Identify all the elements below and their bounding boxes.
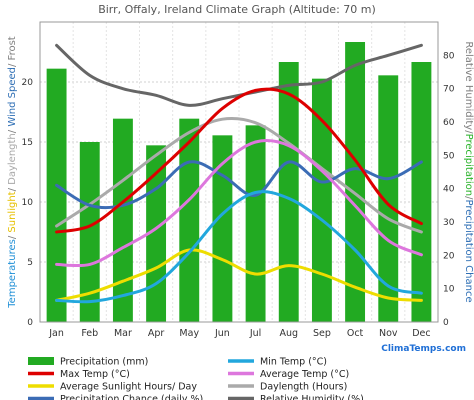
precipitation-bar (278, 62, 299, 322)
right-tick-label: 80 (443, 51, 455, 61)
precipitation-bar (311, 78, 332, 323)
legend-label: Average Sunlight Hours/ Day (60, 382, 197, 393)
chart-title: Birr, Offaly, Ireland Climate Graph (Alt… (98, 3, 376, 16)
left-axis-ticks: 0 5 10 15 20 (22, 78, 34, 328)
axis-label-part: Frost (7, 36, 18, 60)
watermark: ClimaTemps.com (381, 344, 466, 354)
axis-label-part: Wind Speed (7, 67, 18, 127)
x-tick-label: May (179, 328, 199, 339)
axis-label-part: Precipitation Chance (463, 200, 474, 303)
axis-label-part: / (7, 127, 18, 134)
x-tick-label: Jun (214, 328, 230, 339)
right-tick-label: 60 (443, 118, 455, 128)
precipitation-bar (411, 62, 432, 322)
precipitation-bar (245, 125, 266, 322)
legend-label: Precipitation Chance (daily %) (60, 394, 203, 400)
axis-label-part: / (7, 60, 18, 67)
series-line-max-temp-c (55, 87, 423, 234)
plot-frame (39, 21, 439, 323)
series-line-daylength-hours (55, 117, 423, 234)
legend-label: Daylength (Hours) (260, 382, 347, 393)
x-tick-label: Jan (48, 328, 64, 339)
series-line-min-temp-c (55, 190, 423, 304)
legend-label: Max Temp (°C) (60, 369, 130, 380)
precipitation-bar (179, 118, 200, 323)
legend-swatch-box (28, 357, 54, 365)
x-tick-label: Sep (313, 328, 331, 339)
x-axis-ticks: Jan Feb Mar Apr May Jun Jul Aug Sep Oct Nov Dec (48, 328, 430, 339)
right-tick-label: 50 (443, 151, 455, 161)
axis-label-part: / (463, 196, 474, 200)
x-tick-label: Aug (279, 328, 298, 339)
precipitation-bar (112, 118, 133, 323)
axis-label-part: Daylength (7, 133, 18, 185)
x-tick-label: Jul (249, 328, 261, 339)
left-axis-label: Temperatures/ Sunlight/ Daylength/ Wind … (7, 36, 18, 309)
legend-label: Min Temp (°C) (260, 357, 327, 368)
x-tick-label: Apr (148, 328, 165, 339)
line-series (55, 43, 423, 304)
legend-label: Relative Humidity (%) (260, 394, 364, 400)
left-tick-label: 0 (27, 318, 33, 328)
right-tick-label: 30 (443, 218, 455, 228)
series-line-average-sunlight-hours-day (55, 248, 423, 302)
right-tick-label: 0 (443, 318, 449, 328)
axis-label-part: / (7, 233, 18, 240)
axis-label-part: Relative Humidity (463, 41, 474, 130)
left-tick-label: 10 (22, 198, 34, 208)
legend: Precipitation (mm) Min Temp (°C) Max Temp … (28, 357, 364, 400)
legend-label: Average Temp (°C) (260, 369, 349, 380)
right-axis-ticks: 0 10 20 30 40 50 60 70 80 (443, 51, 455, 328)
x-tick-label: Oct (347, 328, 364, 339)
right-tick-label: 20 (443, 251, 455, 261)
right-axis-label: Relative Humidity/Precipitation/Precipit… (463, 41, 474, 302)
precipitation-bar (46, 68, 67, 323)
x-tick-label: Mar (114, 328, 132, 339)
series-line-relative-humidity (55, 43, 423, 107)
axis-label-part: Temperatures (7, 239, 18, 309)
precipitation-bar (79, 142, 100, 322)
x-tick-label: Feb (81, 328, 98, 339)
axis-label-part: / (7, 185, 18, 192)
series-line-average-temp-c (55, 139, 423, 268)
left-tick-label: 5 (27, 258, 33, 268)
precipitation-bar (146, 145, 167, 322)
left-tick-label: 15 (22, 138, 33, 148)
precipitation-bars (46, 42, 432, 323)
axis-label-part: Precipitation (463, 134, 474, 197)
right-tick-label: 10 (443, 285, 455, 295)
precipitation-bar (212, 135, 233, 322)
axis-label-part: / (463, 130, 474, 134)
right-tick-label: 70 (443, 85, 455, 95)
precipitation-bar (345, 42, 366, 322)
precipitation-bar (378, 75, 399, 322)
axis-label-part: Sunlight (7, 191, 18, 232)
legend-label: Precipitation (mm) (60, 357, 148, 368)
right-tick-label: 40 (443, 185, 455, 195)
left-tick-label: 20 (22, 78, 34, 88)
x-tick-label: Nov (379, 328, 398, 339)
x-tick-label: Dec (412, 328, 430, 339)
